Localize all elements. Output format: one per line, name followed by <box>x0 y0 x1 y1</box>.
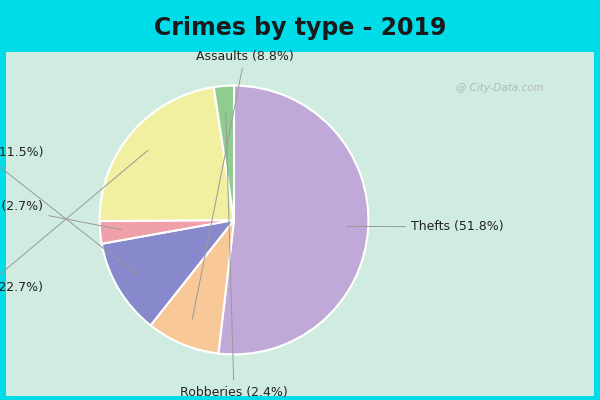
Wedge shape <box>218 86 368 354</box>
Wedge shape <box>100 220 234 244</box>
Text: Robberies (2.4%): Robberies (2.4%) <box>180 113 288 398</box>
Wedge shape <box>151 220 234 354</box>
Text: Auto thefts (11.5%): Auto thefts (11.5%) <box>0 146 137 275</box>
Wedge shape <box>214 86 234 220</box>
Text: Rapes (2.7%): Rapes (2.7%) <box>0 200 122 230</box>
Text: Assaults (8.8%): Assaults (8.8%) <box>193 50 293 319</box>
Text: @ City-Data.com: @ City-Data.com <box>456 83 544 93</box>
Text: Thefts (51.8%): Thefts (51.8%) <box>347 220 504 233</box>
Text: Burglaries (22.7%): Burglaries (22.7%) <box>0 150 148 294</box>
Text: Crimes by type - 2019: Crimes by type - 2019 <box>154 16 446 40</box>
Wedge shape <box>102 220 234 325</box>
Wedge shape <box>100 87 234 221</box>
